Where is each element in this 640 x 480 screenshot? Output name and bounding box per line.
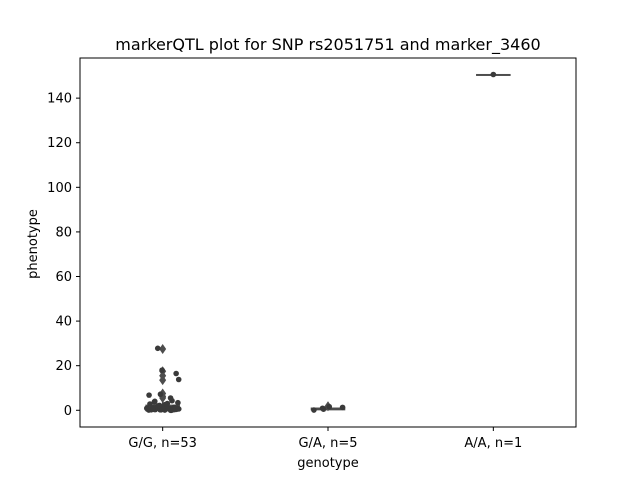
strip-point xyxy=(167,395,174,401)
y-tick-label: 40 xyxy=(55,315,72,330)
x-tick-label: A/A, n=1 xyxy=(464,436,522,451)
strip-point xyxy=(170,406,176,413)
strip-point xyxy=(145,407,152,413)
x-axis-title: genotype xyxy=(297,456,358,471)
strip-point xyxy=(154,345,161,352)
strip-point xyxy=(175,399,181,406)
y-axis: 0 20 40 60 80 100 120 140 xyxy=(47,92,80,419)
strip-point xyxy=(157,391,164,398)
strip-point xyxy=(159,405,166,412)
strip-point xyxy=(164,400,171,407)
y-axis-title: phenotype xyxy=(26,209,41,279)
strip-point xyxy=(311,407,317,413)
y-tick-label: 140 xyxy=(47,92,72,107)
x-axis: G/G, n=53 G/A, n=5 A/A, n=1 xyxy=(128,427,522,451)
y-tick-label: 60 xyxy=(55,270,72,285)
strip-point xyxy=(159,367,165,373)
y-tick-label: 100 xyxy=(47,181,72,196)
y-tick-label: 80 xyxy=(55,225,72,240)
box-outlier xyxy=(159,343,167,354)
x-tick-label: G/G, n=53 xyxy=(128,436,196,451)
strip-point xyxy=(164,404,171,411)
strip-point xyxy=(146,392,152,398)
x-tick-label: G/A, n=5 xyxy=(298,436,357,451)
strip-point xyxy=(319,405,326,412)
strip-point xyxy=(147,401,153,407)
y-tick-label: 120 xyxy=(47,136,72,151)
strip-point xyxy=(175,376,182,383)
chart-title: markerQTL plot for SNP rs2051751 and mar… xyxy=(115,35,540,55)
plot-content xyxy=(143,71,511,414)
y-tick-label: 20 xyxy=(55,359,72,374)
strip-point xyxy=(490,71,497,78)
y-tick-label: 0 xyxy=(64,404,72,419)
strip-point xyxy=(173,370,179,377)
strip-point xyxy=(152,398,158,405)
strip-point xyxy=(339,404,346,411)
strip-point xyxy=(326,403,333,410)
